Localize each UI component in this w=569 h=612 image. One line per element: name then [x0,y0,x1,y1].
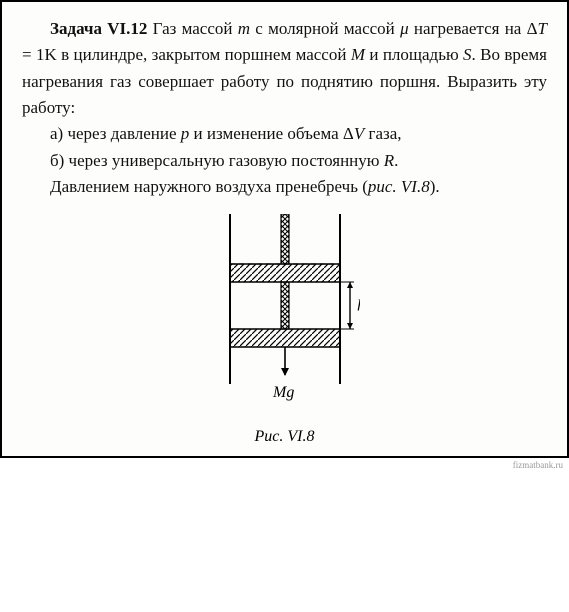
problem-label: Задача VI.12 [50,19,147,38]
part-a: а) через давление p и изменение объема Δ… [22,121,547,147]
problem-note: Давлением наружного воздуха пренебречь (… [22,174,547,200]
figure-container: h Mg [22,214,547,424]
problem-text: Задача VI.12 Газ массой m с молярной мас… [22,16,547,200]
svg-text:h: h [357,298,360,315]
svg-text:Mg: Mg [272,384,294,401]
piston-diagram: h Mg [210,214,360,424]
part-b: б) через универсальную газовую постоянну… [22,148,547,174]
page-frame: Задача VI.12 Газ массой m с молярной мас… [0,0,569,458]
problem-statement: Задача VI.12 Газ массой m с молярной мас… [22,16,547,121]
figure-caption: Рис. VI.8 [22,428,547,446]
watermark: fizmatbank.ru [0,458,569,470]
